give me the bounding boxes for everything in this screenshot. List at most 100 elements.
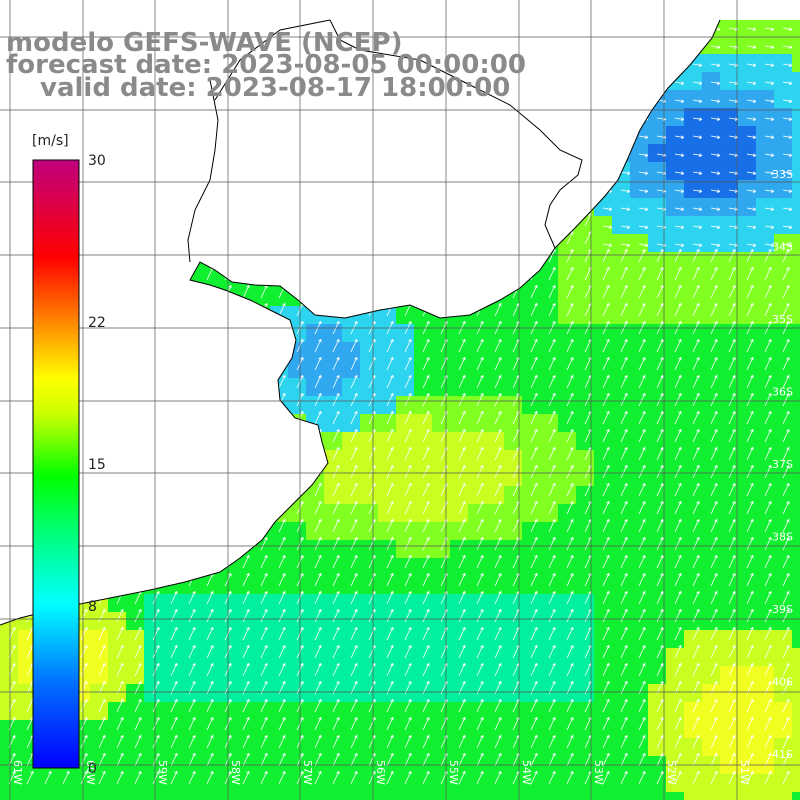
field-cell [648, 20, 666, 36]
field-cell [144, 288, 162, 306]
wind-arrow [476, 230, 484, 245]
field-cell [144, 144, 162, 162]
field-cell [774, 162, 792, 180]
field-cell [558, 450, 576, 468]
field-cell [126, 738, 144, 756]
wind-arrow [494, 518, 502, 533]
wind-arrow [638, 608, 646, 623]
field-cell [702, 270, 720, 288]
field-cell [252, 198, 270, 216]
wind-arrow [620, 572, 628, 587]
field-cell [144, 234, 162, 252]
field-cell [162, 360, 180, 378]
field-cell [576, 684, 594, 702]
wind-arrow [260, 374, 268, 389]
field-cell [720, 666, 738, 684]
field-cell [396, 162, 414, 180]
field-cell [522, 306, 540, 324]
field-cell [540, 594, 558, 612]
field-cell [630, 450, 648, 468]
wind-arrow [638, 81, 649, 85]
field-cell [288, 612, 306, 630]
field-cell [792, 72, 800, 90]
field-cell [414, 108, 432, 126]
field-cell [378, 540, 396, 558]
wind-arrow [206, 230, 214, 245]
wind-arrow [350, 626, 358, 641]
field-cell [774, 144, 792, 162]
field-cell [108, 630, 126, 648]
field-cell [198, 108, 216, 126]
field-cell [792, 216, 800, 234]
field-cell [18, 108, 36, 126]
wind-arrow [692, 572, 700, 587]
wind-arrow [494, 32, 502, 47]
wind-arrow [548, 734, 556, 749]
field-cell [126, 432, 144, 450]
field-cell [504, 558, 522, 576]
wind-arrow [782, 608, 790, 623]
field-cell [18, 630, 36, 648]
wind-arrow [458, 338, 466, 353]
wind-arrow [728, 752, 736, 767]
field-cell [774, 774, 792, 792]
wind-arrow [278, 266, 286, 281]
wind-arrow [674, 248, 682, 263]
wind-arrow [242, 140, 250, 155]
field-cell [630, 414, 648, 432]
field-cell [414, 774, 432, 792]
field-cell [180, 396, 198, 414]
field-cell [522, 612, 540, 630]
field-cell [378, 378, 396, 396]
field-cell [702, 684, 720, 702]
wind-arrow [242, 752, 250, 767]
field-cell [702, 72, 720, 90]
wind-arrow [638, 45, 649, 49]
wind-arrow [170, 428, 178, 443]
wind-arrow [242, 158, 250, 173]
field-cell [666, 486, 684, 504]
field-cell [234, 342, 252, 360]
wind-arrow [746, 207, 757, 211]
wind-arrow [188, 482, 196, 497]
field-cell [126, 144, 144, 162]
field-cell [144, 378, 162, 396]
field-cell [378, 774, 396, 792]
field-cell [198, 738, 216, 756]
forecast-date: forecast date: 2023-08-05 00:00:00 [6, 50, 526, 80]
wind-arrow [206, 338, 214, 353]
field-cell [774, 720, 792, 738]
wind-arrow [350, 608, 358, 623]
wind-arrow [332, 554, 340, 569]
field-cell [414, 270, 432, 288]
field-cell [558, 486, 576, 504]
field-cell [252, 684, 270, 702]
wind-arrow [80, 482, 88, 497]
field-cell [666, 360, 684, 378]
wind-arrow [638, 153, 649, 157]
field-cell [90, 738, 108, 756]
field-cell [666, 648, 684, 666]
field-cell [504, 504, 522, 522]
field-cell [450, 666, 468, 684]
wind-arrow [170, 446, 178, 461]
wind-arrow [188, 662, 196, 677]
field-cell [666, 54, 684, 72]
field-cell [360, 792, 378, 800]
wind-arrow [764, 302, 772, 317]
wind-arrow [134, 374, 142, 389]
field-cell [774, 396, 792, 414]
field-cell [180, 468, 198, 486]
field-cell [180, 324, 198, 342]
wind-arrow [350, 698, 358, 713]
wind-arrow [692, 752, 700, 767]
field-cell [378, 162, 396, 180]
field-cell [648, 378, 666, 396]
field-cell [252, 108, 270, 126]
wind-arrow [566, 608, 574, 623]
field-cell [414, 594, 432, 612]
wind-arrow [638, 482, 646, 497]
field-cell [360, 504, 378, 522]
wind-arrow [674, 338, 682, 353]
field-cell [324, 522, 342, 540]
